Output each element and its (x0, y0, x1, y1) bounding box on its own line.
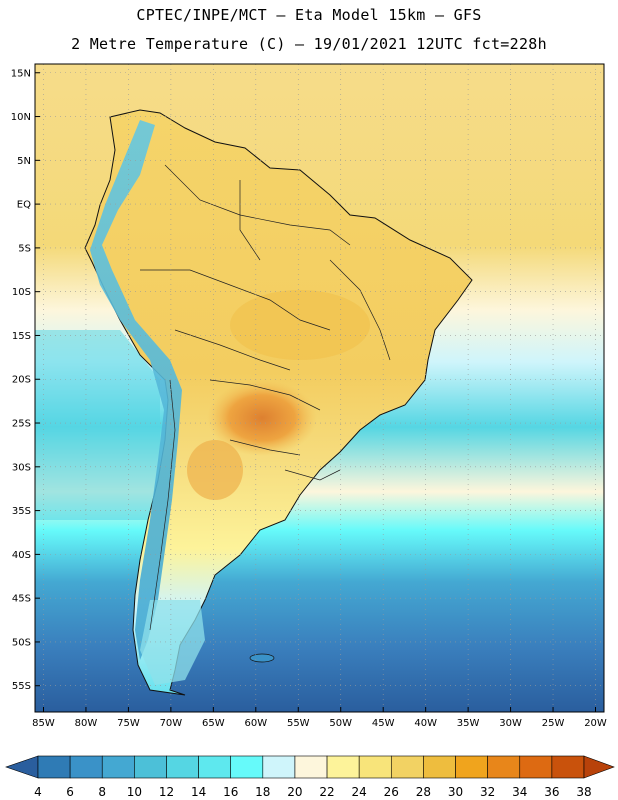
colorbar-label: 26 (384, 785, 399, 799)
colorbar-label: 10 (127, 785, 142, 799)
colorbar-box (455, 755, 488, 779)
map-gridlines (35, 64, 604, 712)
colorbar-labels: 4 6 8 10 12 14 16 18 20 22 24 26 28 30 32 34 36 38 (34, 785, 591, 799)
country-borders (140, 164, 391, 631)
colorbar-label: 4 (34, 785, 42, 799)
colorbar-box (198, 755, 232, 779)
colorbar-label: 38 (576, 785, 591, 799)
lon-label: 55W (287, 718, 310, 729)
colorbar-box (230, 755, 264, 779)
colorbar-arrow-low (5, 755, 39, 779)
colorbar-box (294, 755, 328, 779)
colorbar-label: 24 (352, 785, 367, 799)
lat-label: 55S (12, 681, 31, 692)
colorbar-box (358, 755, 392, 779)
lat-label: 50S (12, 637, 31, 648)
lon-label: 40W (414, 718, 437, 729)
andes-cold-strip (90, 120, 182, 660)
colorbar-label: 18 (255, 785, 270, 799)
lat-label: 30S (12, 462, 31, 473)
lat-label: 35S (12, 506, 31, 517)
colorbar-box (487, 755, 521, 779)
warm-patch (187, 440, 243, 500)
colorbar-box (519, 755, 553, 779)
patagonia-cool-zone (140, 600, 205, 685)
lat-label: 15N (11, 68, 31, 79)
lon-label: 75W (117, 718, 140, 729)
colorbar-label: 32 (480, 785, 495, 799)
longitude-labels: 85W 80W 75W 70W 65W 60W 55W 50W 45W 40W 35W 30W 25W 2… (32, 707, 607, 729)
colorbar-box (423, 755, 456, 779)
lon-label: 35W (457, 718, 480, 729)
map-title-line-1: CPTEC/INPE/MCT — Eta Model 15km — GFS (136, 6, 482, 24)
colorbar-label: 14 (191, 785, 206, 799)
colorbar-box (69, 755, 103, 779)
lat-label: EQ (17, 200, 31, 211)
lat-label: 45S (12, 594, 31, 605)
colorbar-box (37, 755, 71, 779)
map-frame (34, 63, 605, 713)
lat-label: 25S (12, 419, 31, 430)
colorbar-label: 8 (98, 785, 106, 799)
map-title-line-2: 2 Metre Temperature (C) — 19/01/2021 12U… (71, 35, 547, 53)
lon-label: 70W (160, 718, 183, 729)
pacific-cool-zone (35, 330, 160, 520)
colorbar-box (326, 755, 360, 779)
colorbar-box (134, 755, 167, 779)
lon-label: 50W (329, 718, 352, 729)
colorbar-label: 22 (319, 785, 334, 799)
heat-max-region (207, 380, 317, 456)
colorbar-arrow-high (583, 755, 615, 779)
colorbar-box (551, 755, 585, 779)
lat-label: 15S (12, 331, 31, 342)
latitude-labels: 15N 10N 5N EQ 5S 10S 15S 20S 25S 30S 35S 40S 45S 50S 5… (11, 68, 40, 692)
colorbar-label: 34 (512, 785, 527, 799)
lon-label: 65W (202, 718, 225, 729)
colorbar-label: 30 (448, 785, 463, 799)
lon-label: 45W (372, 718, 395, 729)
colorbar-label: 28 (416, 785, 431, 799)
colorbar-label: 20 (287, 785, 302, 799)
lon-label: 80W (75, 718, 98, 729)
colorbar-label: 12 (159, 785, 174, 799)
lat-label: 20S (12, 375, 31, 386)
colorbar-box (166, 755, 199, 779)
falkland-islands (249, 653, 275, 663)
lat-label: 10S (12, 287, 31, 298)
lon-label: 25W (542, 718, 565, 729)
colorbar-box (101, 755, 135, 779)
lon-label: 60W (244, 718, 267, 729)
lon-label: 85W (32, 718, 55, 729)
lat-label: 5S (18, 243, 31, 254)
colorbar-box (262, 755, 296, 779)
colorbar-box (390, 755, 424, 779)
lat-label: 5N (17, 156, 31, 167)
colorbar-label: 6 (66, 785, 74, 799)
lon-label: 30W (499, 718, 522, 729)
warm-patch-2 (230, 290, 370, 360)
colorbar-label: 36 (544, 785, 559, 799)
lon-label: 20W (584, 718, 607, 729)
lat-label: 10N (11, 112, 31, 123)
temperature-colorbar (5, 755, 615, 779)
colorbar-label: 16 (223, 785, 238, 799)
lat-label: 40S (12, 550, 31, 561)
